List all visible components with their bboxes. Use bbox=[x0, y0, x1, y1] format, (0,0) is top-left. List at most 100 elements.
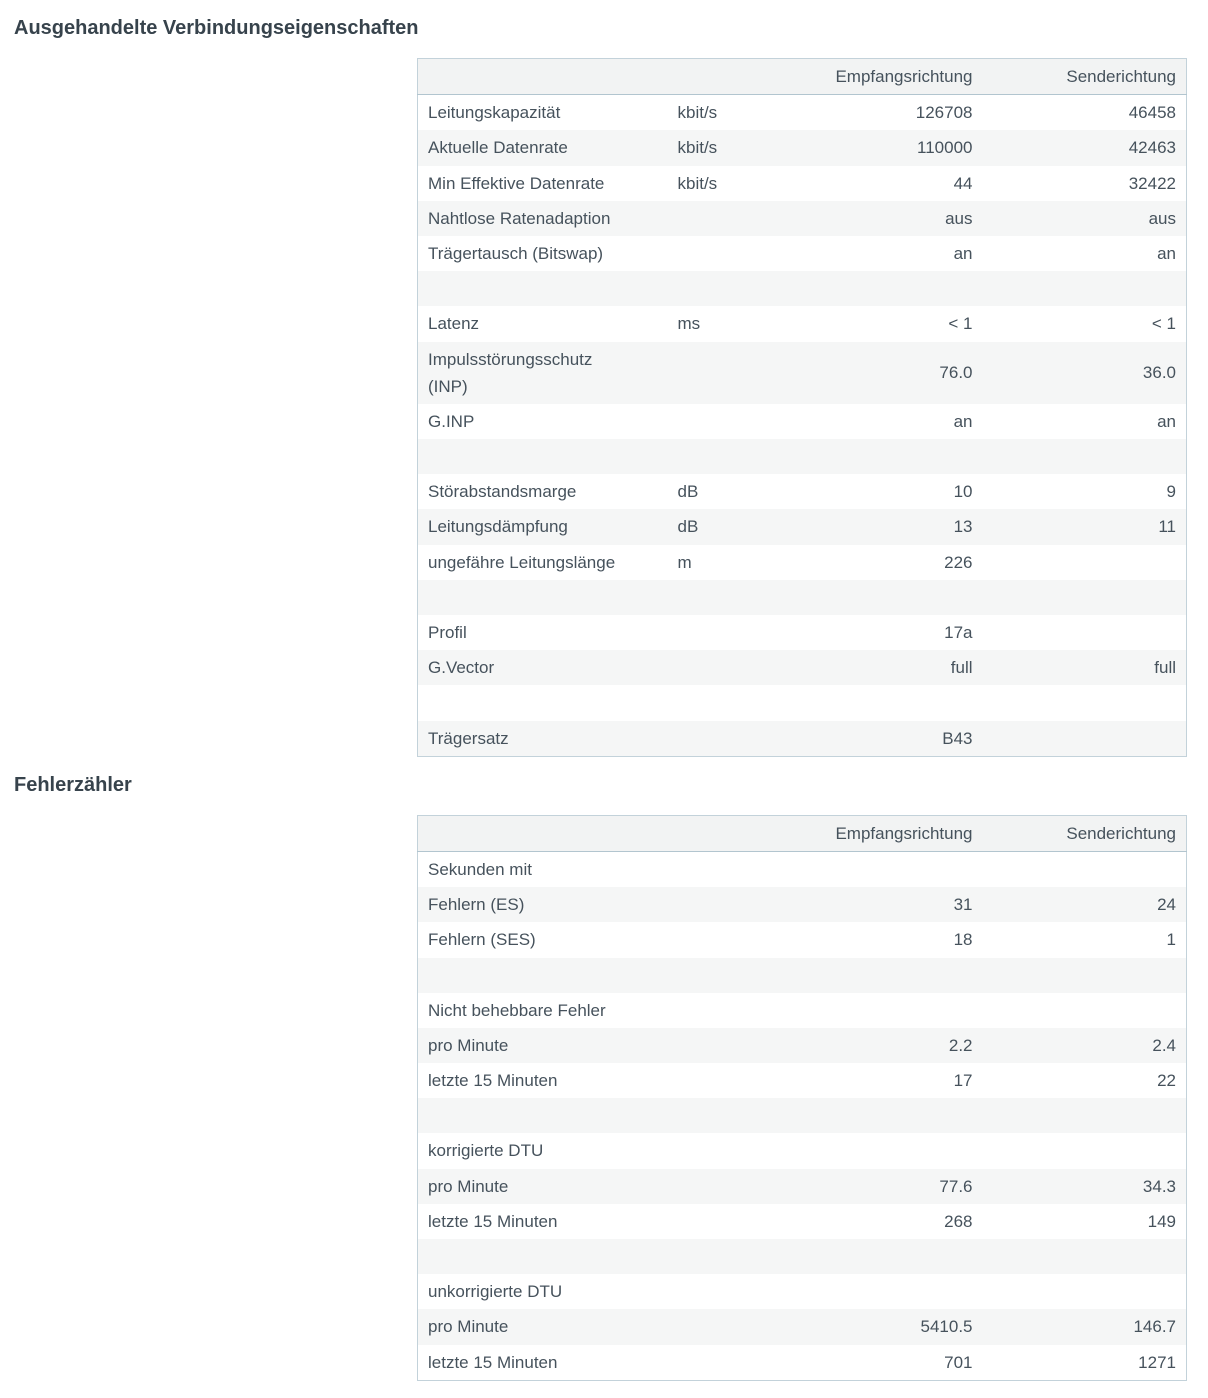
table-row: Profil 17a bbox=[418, 615, 1187, 650]
cell-rx bbox=[783, 1274, 983, 1309]
cell-rx bbox=[782, 439, 983, 475]
cell-label: pro Minute bbox=[417, 1309, 668, 1345]
cell-rx: 2.2 bbox=[782, 1027, 983, 1064]
table-row: Trägertausch (Bitswap) an an bbox=[418, 236, 1187, 271]
section-title-verbindungseigenschaften: Ausgehandelte Verbindungseigenschaften bbox=[14, 17, 419, 39]
cell-rx bbox=[783, 1133, 983, 1168]
cell-unit bbox=[668, 404, 783, 439]
table-row: G.INP an an bbox=[418, 404, 1187, 439]
cell-unit bbox=[667, 957, 783, 993]
cell-label: letzte 15 Minuten bbox=[428, 1352, 558, 1372]
connection-properties-table: Empfangsrichtung Senderichtung Leitungsk… bbox=[417, 58, 1187, 757]
cell-tx: aus bbox=[982, 200, 1187, 236]
cell-label: letzte 15 Minuten bbox=[428, 1071, 558, 1091]
cell-label: pro Minute bbox=[417, 1027, 668, 1064]
cell-label: Leitungskapazität bbox=[428, 103, 561, 123]
cell-label: korrigierte DTU bbox=[428, 1141, 544, 1161]
cell-unit: kbit/s bbox=[667, 130, 783, 166]
cell-label: Störabstandsmarge bbox=[428, 482, 577, 502]
cell-unit bbox=[667, 200, 783, 236]
cell-label: Fehlern (SES) bbox=[428, 930, 536, 950]
cell-unit: dB bbox=[667, 509, 783, 545]
cell-unit bbox=[668, 685, 783, 720]
column-header-unit bbox=[667, 58, 783, 96]
cell-rx: 10 bbox=[953, 482, 973, 502]
cell-label: Fehlern (ES) bbox=[417, 887, 668, 923]
cell-unit bbox=[667, 650, 783, 686]
cell-unit bbox=[668, 236, 783, 271]
cell-label: Aktuelle Datenrate bbox=[417, 130, 668, 166]
cell-tx: 24 bbox=[982, 887, 1187, 923]
cell-tx: 149 bbox=[1147, 1211, 1176, 1231]
cell-rx bbox=[782, 957, 983, 993]
table-row: ungefähre Leitungslänge m 226 bbox=[418, 545, 1187, 580]
cell-label bbox=[417, 957, 668, 993]
table-row: Aktuelle Datenrate kbit/s 110000 42463 bbox=[417, 130, 1187, 166]
cell-rx bbox=[782, 579, 983, 615]
cell-unit bbox=[668, 1133, 783, 1168]
cell-rx: 5410.5 bbox=[782, 1309, 983, 1345]
cell-tx: 1 bbox=[1166, 930, 1176, 950]
spacer-row bbox=[417, 1098, 1187, 1134]
connection-properties-table-wrapper: Empfangsrichtung Senderichtung Leitungsk… bbox=[417, 58, 1187, 757]
cell-tx: 46458 bbox=[1128, 103, 1176, 123]
cell-label: Min Effektive Datenrate bbox=[428, 173, 605, 193]
cell-label bbox=[417, 439, 668, 475]
cell-label: G.INP bbox=[428, 411, 475, 431]
table-row: Fehlern (SES) 18 1 bbox=[418, 922, 1187, 957]
table-row: letzte 15 Minuten 17 22 bbox=[418, 1063, 1187, 1098]
table-row: Leitungsdämpfung dB 13 11 bbox=[417, 509, 1187, 545]
table-header-row: Empfangsrichtung Senderichtung bbox=[417, 815, 1187, 852]
cell-label bbox=[417, 1098, 668, 1134]
column-header-unit bbox=[667, 815, 783, 852]
table-row: Leitungskapazität kbit/s 126708 46458 bbox=[418, 95, 1187, 131]
cell-rx: 18 bbox=[953, 930, 973, 950]
cell-tx bbox=[982, 720, 1187, 757]
cell-tx: 2.4 bbox=[982, 1027, 1187, 1064]
cell-tx bbox=[983, 615, 1187, 650]
cell-rx: an bbox=[953, 411, 973, 431]
cell-rx: aus bbox=[782, 200, 983, 236]
cell-label: Impulsstörungsschutz (INP) bbox=[417, 341, 668, 404]
spacer-row bbox=[417, 579, 1187, 615]
cell-rx bbox=[782, 271, 983, 307]
column-header-label bbox=[417, 815, 668, 852]
cell-tx: 36.0 bbox=[982, 341, 1187, 404]
cell-label: Leitungsdämpfung bbox=[417, 509, 668, 545]
cell-tx bbox=[983, 1274, 1187, 1309]
cell-unit bbox=[667, 1027, 783, 1064]
cell-label: pro Minute bbox=[417, 1168, 668, 1204]
cell-unit bbox=[667, 720, 783, 757]
cell-unit bbox=[667, 271, 783, 307]
table-header-row: Empfangsrichtung Senderichtung bbox=[417, 58, 1187, 96]
spacer-row bbox=[417, 957, 1187, 993]
cell-rx: < 1 bbox=[948, 314, 973, 334]
cell-unit bbox=[667, 439, 783, 475]
cell-rx: 110000 bbox=[782, 130, 983, 166]
cell-tx bbox=[982, 439, 1187, 475]
spacer-row bbox=[417, 439, 1187, 475]
table-row: Latenz ms < 1 < 1 bbox=[418, 306, 1187, 341]
cell-label: Nicht behebbare Fehler bbox=[428, 1000, 606, 1020]
cell-tx: 22 bbox=[1157, 1071, 1176, 1091]
cell-label: Latenz bbox=[428, 314, 480, 334]
cell-rx bbox=[783, 851, 983, 887]
cell-tx: 34.3 bbox=[982, 1168, 1187, 1204]
cell-tx bbox=[982, 1239, 1187, 1275]
cell-tx bbox=[982, 271, 1187, 307]
cell-unit bbox=[668, 615, 783, 650]
cell-rx bbox=[783, 685, 983, 720]
cell-unit bbox=[667, 341, 783, 404]
cell-rx: 13 bbox=[782, 509, 983, 545]
table-row: Störabstandsmarge dB 10 9 bbox=[418, 474, 1187, 509]
cell-tx bbox=[983, 545, 1187, 580]
cell-unit: kbit/s bbox=[677, 103, 718, 123]
cell-label: unkorrigierte DTU bbox=[428, 1282, 563, 1302]
cell-unit bbox=[668, 1345, 783, 1381]
cell-unit bbox=[667, 1309, 783, 1345]
cell-tx bbox=[983, 685, 1187, 720]
cell-unit bbox=[668, 1063, 783, 1098]
cell-label: letzte 15 Minuten bbox=[428, 1211, 558, 1231]
table-row: Min Effektive Datenrate kbit/s 44 32422 bbox=[418, 166, 1187, 201]
